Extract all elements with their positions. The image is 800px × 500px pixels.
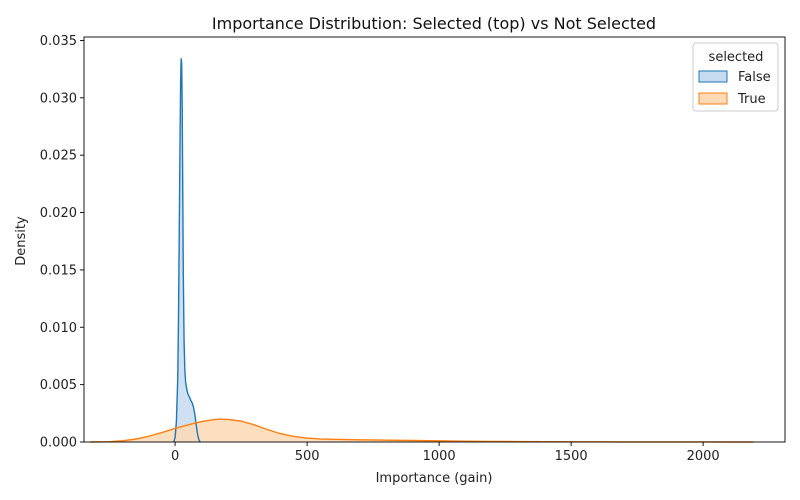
legend: selected False True: [692, 42, 779, 112]
x-tick-label: 2000: [687, 449, 720, 464]
chart-title: Importance Distribution: Selected (top) …: [212, 14, 656, 33]
density-area-true: [90, 419, 754, 442]
legend-label-true: True: [737, 92, 766, 107]
x-axis-label: Importance (gain): [376, 471, 493, 486]
y-tick-label: 0.030: [40, 91, 77, 106]
x-tick-label: 500: [295, 449, 320, 464]
y-axis: 0.000 0.005 0.010 0.015 0.020 0.025 0.030 0.035: [40, 34, 84, 451]
x-tick-label: 0: [171, 449, 179, 464]
y-tick-label: 0.000: [40, 436, 77, 451]
legend-swatch-false: [698, 70, 728, 83]
y-tick-label: 0.025: [40, 149, 77, 164]
x-axis: 0 500 1000 1500 2000: [171, 442, 720, 464]
plot-frame: [83, 36, 786, 443]
x-tick-label: 1500: [555, 449, 588, 464]
y-tick-label: 0.010: [40, 321, 77, 336]
x-tick-label: 1000: [423, 449, 456, 464]
legend-label-false: False: [738, 70, 771, 85]
y-axis-label: Density: [14, 216, 29, 266]
legend-swatch-true: [698, 92, 728, 105]
density-areas: [90, 58, 754, 443]
legend-title: selected: [709, 50, 764, 65]
y-tick-label: 0.020: [40, 206, 77, 221]
y-tick-label: 0.015: [40, 263, 77, 278]
density-line-false: [173, 58, 201, 443]
y-tick-label: 0.005: [40, 378, 77, 393]
y-tick-label: 0.035: [40, 34, 77, 49]
